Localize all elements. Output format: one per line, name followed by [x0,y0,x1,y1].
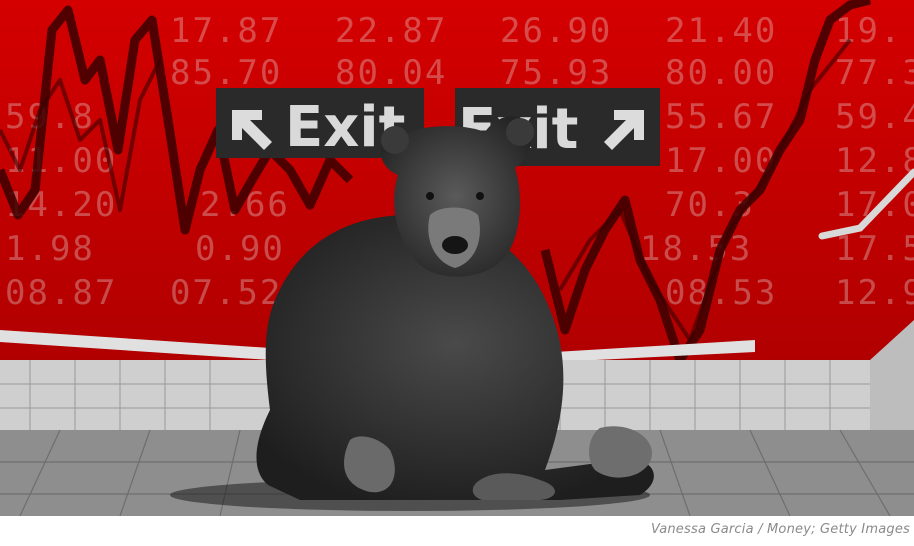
board-number: 26.90 [500,11,612,51]
board-number: 1.98 [5,229,95,269]
board-number: 0.90 [195,229,285,269]
board-number: 77.3 [835,53,914,93]
board-number: 12.9 [835,273,914,313]
board-number: 59.8 [5,97,95,137]
board-number: 12.8 [835,141,914,181]
arrow-up-right-icon [604,110,644,150]
ticker-numbers: 17.87 22.87 26.90 21.40 19. 85.70 80.04 … [5,11,914,313]
board-number: 17.5 [835,229,914,269]
handrail [0,168,914,362]
board-number: 08.53 [665,273,777,313]
arrow-up-left-icon [232,110,272,150]
board-number: 75.93 [500,53,612,93]
stock-trend-lines [0,0,872,365]
board-number: 59.4 [835,97,914,137]
bear [170,116,654,511]
board-number: 22.87 [335,11,447,51]
board-number: 17.00 [665,141,777,181]
photo-credit: Vanessa Garcia / Money; Getty Images [650,522,910,537]
board-number: 55.67 [665,97,777,137]
board-number: 08.87 [5,273,117,313]
exit-sign-left: Exit [216,88,424,160]
bear-market-photo: 17.87 22.87 26.90 21.40 19. 85.70 80.04 … [0,0,914,516]
photo-illustration: 17.87 22.87 26.90 21.40 19. 85.70 80.04 … [0,0,914,516]
board-number: 17.87 [170,11,282,51]
board-number: 80.04 [335,53,447,93]
board-number: 80.00 [665,53,777,93]
board-number: 17.0 [835,185,914,225]
board-number: 18.53 [640,229,752,269]
board-number: 21.40 [665,11,777,51]
board-number: 85.70 [170,53,282,93]
board-number: 07.52 [170,273,282,313]
